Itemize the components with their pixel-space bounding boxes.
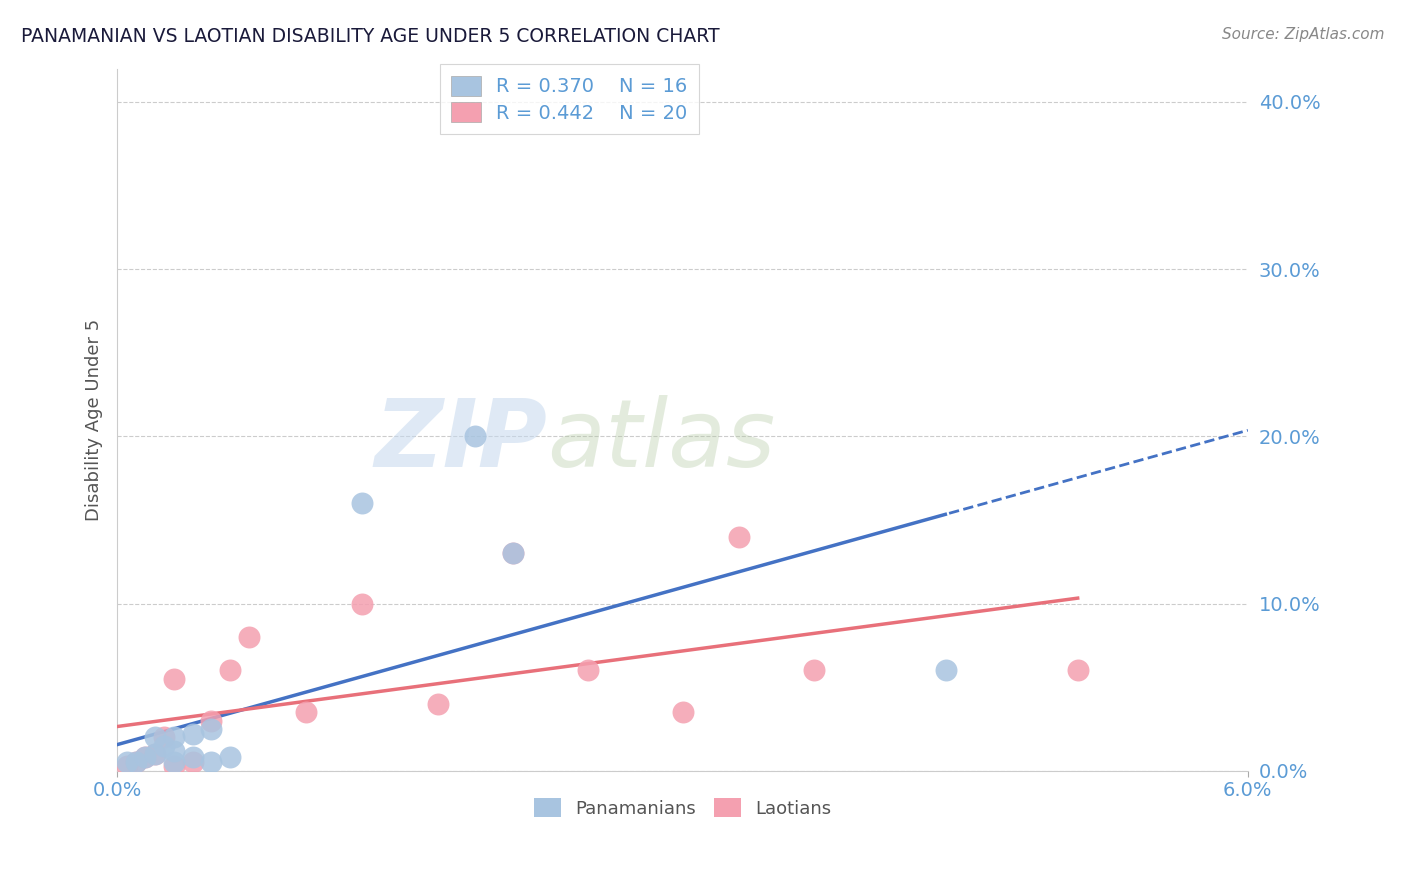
Text: PANAMANIAN VS LAOTIAN DISABILITY AGE UNDER 5 CORRELATION CHART: PANAMANIAN VS LAOTIAN DISABILITY AGE UND… xyxy=(21,27,720,45)
Text: ZIP: ZIP xyxy=(374,394,547,487)
Point xyxy=(1067,664,1090,678)
Point xyxy=(125,756,148,770)
Point xyxy=(464,429,486,443)
Point xyxy=(576,664,599,678)
Point xyxy=(502,546,524,560)
Point xyxy=(803,664,825,678)
Point xyxy=(728,530,751,544)
Point xyxy=(153,731,176,745)
Point xyxy=(143,731,166,745)
Point xyxy=(115,758,138,772)
Point xyxy=(200,722,222,736)
Legend: Panamanians, Laotians: Panamanians, Laotians xyxy=(526,791,839,825)
Point xyxy=(125,756,148,770)
Point xyxy=(143,747,166,761)
Point xyxy=(163,756,186,770)
Point xyxy=(200,756,222,770)
Text: atlas: atlas xyxy=(547,395,775,486)
Point xyxy=(352,496,374,510)
Point xyxy=(352,597,374,611)
Point xyxy=(219,750,242,764)
Point xyxy=(163,672,186,686)
Point xyxy=(238,630,260,644)
Point xyxy=(219,664,242,678)
Point xyxy=(115,756,138,770)
Point xyxy=(671,705,693,719)
Point xyxy=(134,750,156,764)
Point xyxy=(935,664,957,678)
Point xyxy=(163,758,186,772)
Text: Source: ZipAtlas.com: Source: ZipAtlas.com xyxy=(1222,27,1385,42)
Point xyxy=(143,747,166,761)
Point xyxy=(181,750,204,764)
Point xyxy=(153,739,176,753)
Y-axis label: Disability Age Under 5: Disability Age Under 5 xyxy=(86,318,103,521)
Point xyxy=(181,756,204,770)
Point xyxy=(181,727,204,741)
Point xyxy=(294,705,316,719)
Point xyxy=(134,750,156,764)
Point xyxy=(200,714,222,728)
Point xyxy=(502,546,524,560)
Point xyxy=(163,744,186,758)
Point xyxy=(426,697,449,711)
Point xyxy=(163,731,186,745)
